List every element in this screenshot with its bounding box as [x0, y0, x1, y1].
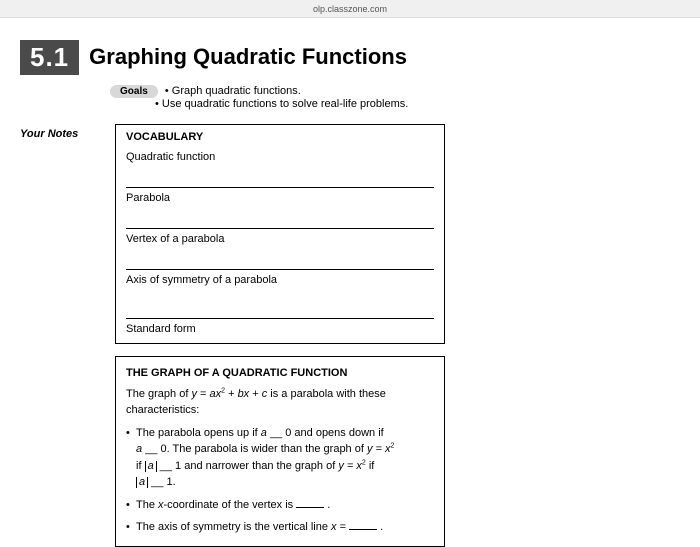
goal-1: • Graph quadratic functions. [165, 85, 301, 97]
vocabulary-box: VOCABULARY Quadratic function Parabola V… [115, 124, 445, 344]
graph-intro: The graph of y = ax2 + bx + c is a parab… [126, 386, 434, 419]
term-vertex: Vertex of a parabola [116, 229, 444, 247]
bullet-vertex: The x-coordinate of the vertex is . [126, 497, 434, 514]
goals-block: Goals • Graph quadratic functions. • Use… [110, 85, 660, 110]
your-notes-label: Your Notes [20, 124, 115, 547]
term-standard-form: Standard form [116, 319, 444, 337]
page-title: Graphing Quadratic Functions [89, 44, 407, 70]
url-bar: olp.classzone.com [0, 0, 700, 18]
page-content: 5.1 Graphing Quadratic Functions Goals •… [0, 18, 700, 547]
vocabulary-heading: VOCABULARY [116, 125, 444, 147]
graph-info-box: THE GRAPH OF A QUADRATIC FUNCTION The gr… [115, 356, 445, 547]
term-axis-of-symmetry: Axis of symmetry of a parabola [116, 270, 444, 288]
section-number-badge: 5.1 [20, 40, 79, 75]
bullet-axis: The axis of symmetry is the vertical lin… [126, 519, 434, 536]
term-quadratic-function: Quadratic function [116, 147, 444, 165]
term-parabola: Parabola [116, 188, 444, 206]
graph-info-heading: THE GRAPH OF A QUADRATIC FUNCTION [126, 365, 434, 382]
bullet-opens: The parabola opens up if a __ 0 and open… [126, 425, 434, 491]
goals-label: Goals [110, 85, 158, 98]
goal-2: • Use quadratic functions to solve real-… [155, 98, 660, 110]
